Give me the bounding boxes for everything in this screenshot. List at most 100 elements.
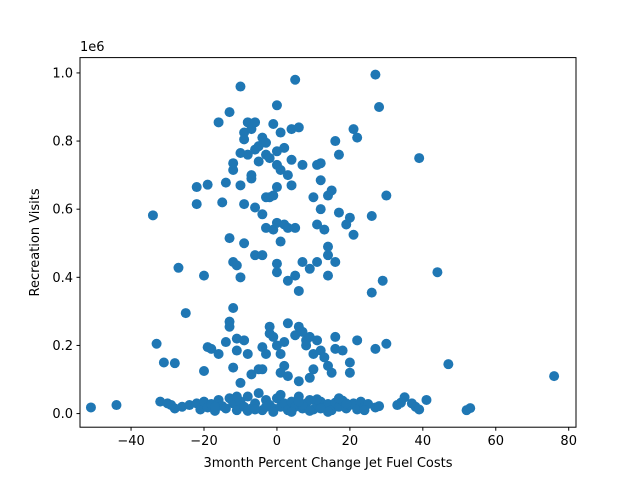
data-point-91 [323, 241, 333, 252]
data-point-20 [224, 233, 235, 244]
data-point-162 [326, 367, 337, 378]
data-point-85 [312, 256, 323, 267]
data-point-135 [282, 318, 293, 329]
data-point-28 [235, 272, 246, 283]
data-point-181 [242, 391, 253, 402]
y-tick-label: 0.0 [52, 407, 73, 422]
data-point-16 [213, 117, 224, 128]
data-point-37 [246, 173, 257, 184]
data-point-17 [217, 197, 228, 208]
data-point-18 [220, 177, 231, 188]
data-point-88 [315, 204, 326, 215]
data-point-61 [271, 258, 282, 269]
data-point-110 [414, 153, 425, 164]
data-point-219 [399, 392, 410, 403]
data-point-154 [370, 343, 381, 354]
data-point-145 [312, 335, 323, 346]
data-point-231 [304, 405, 315, 416]
data-point-76 [290, 270, 301, 281]
data-point-227 [209, 401, 220, 412]
data-point-30 [239, 134, 250, 145]
data-point-46 [257, 250, 268, 261]
data-point-59 [271, 182, 282, 193]
data-point-242 [293, 396, 304, 407]
data-point-69 [282, 222, 293, 233]
data-point-158 [257, 364, 268, 375]
data-point-94 [326, 185, 337, 196]
x-axis-ticks: −40 −20 0 20 40 60 80 [117, 427, 577, 449]
y-tick-label: 0.2 [52, 339, 73, 354]
data-point-68 [282, 170, 293, 181]
data-point-223 [421, 394, 432, 405]
data-point-139 [297, 326, 308, 337]
x-tick-label: 60 [487, 434, 504, 449]
data-point-105 [370, 69, 381, 80]
data-point-98 [333, 149, 344, 160]
data-point-184 [253, 388, 264, 399]
data-point-144 [308, 364, 319, 375]
data-point-1 [111, 400, 122, 411]
data-point-163 [344, 367, 355, 378]
data-point-153 [352, 335, 363, 346]
data-point-121 [242, 348, 253, 359]
data-point-151 [337, 345, 348, 356]
y-offset-label: 1e6 [80, 40, 105, 55]
data-point-127 [261, 348, 271, 359]
data-point-47 [261, 137, 271, 148]
data-point-12 [202, 179, 213, 190]
data-point-80 [297, 256, 308, 267]
data-point-64 [275, 165, 286, 176]
data-point-238 [315, 403, 326, 414]
data-point-82 [308, 192, 319, 203]
data-point-101 [348, 229, 359, 240]
data-point-149 [330, 331, 341, 342]
data-point-120 [239, 335, 250, 346]
x-tick-label: 20 [342, 434, 359, 449]
data-point-79 [297, 159, 308, 170]
data-point-152 [344, 357, 355, 368]
data-point-241 [261, 401, 271, 412]
data-point-130 [268, 331, 279, 342]
data-point-4 [158, 357, 169, 368]
data-point-117 [206, 343, 217, 354]
data-point-3 [151, 338, 162, 349]
x-tick-label: 80 [560, 434, 577, 449]
data-point-19 [224, 107, 235, 118]
data-point-40 [250, 202, 261, 213]
data-point-235 [250, 404, 261, 415]
data-point-73 [286, 180, 297, 191]
data-point-38 [250, 117, 261, 128]
data-point-31 [239, 199, 250, 210]
data-point-51 [264, 153, 275, 164]
data-point-54 [268, 190, 279, 201]
y-tick-label: 0.4 [52, 271, 73, 286]
data-point-0 [85, 402, 96, 413]
data-point-9 [180, 308, 191, 319]
data-point-175 [220, 403, 231, 414]
data-point-43 [253, 156, 264, 167]
data-point-84 [312, 219, 323, 230]
x-tick-label: −40 [117, 434, 144, 449]
data-point-65 [275, 236, 286, 247]
data-point-7 [169, 358, 180, 369]
data-point-240 [333, 393, 344, 404]
data-point-27 [235, 180, 246, 191]
data-point-100 [344, 212, 355, 223]
data-point-132 [275, 348, 286, 359]
y-tick-label: 1.0 [52, 66, 73, 81]
data-point-236 [275, 389, 286, 400]
data-point-111 [432, 267, 443, 278]
data-point-66 [279, 142, 290, 153]
data-point-112 [228, 302, 239, 313]
data-point-11 [191, 199, 202, 210]
data-point-147 [319, 352, 330, 363]
data-point-41 [250, 250, 261, 261]
data-point-75 [290, 222, 301, 233]
data-point-239 [231, 391, 242, 402]
data-point-230 [286, 406, 297, 417]
data-point-222 [414, 404, 425, 415]
y-axis-ticks: 0.0 0.2 0.4 0.6 0.8 1.0 [52, 66, 80, 422]
plot-frame [79, 57, 577, 428]
data-point-78 [293, 285, 304, 296]
data-point-161 [304, 372, 315, 383]
